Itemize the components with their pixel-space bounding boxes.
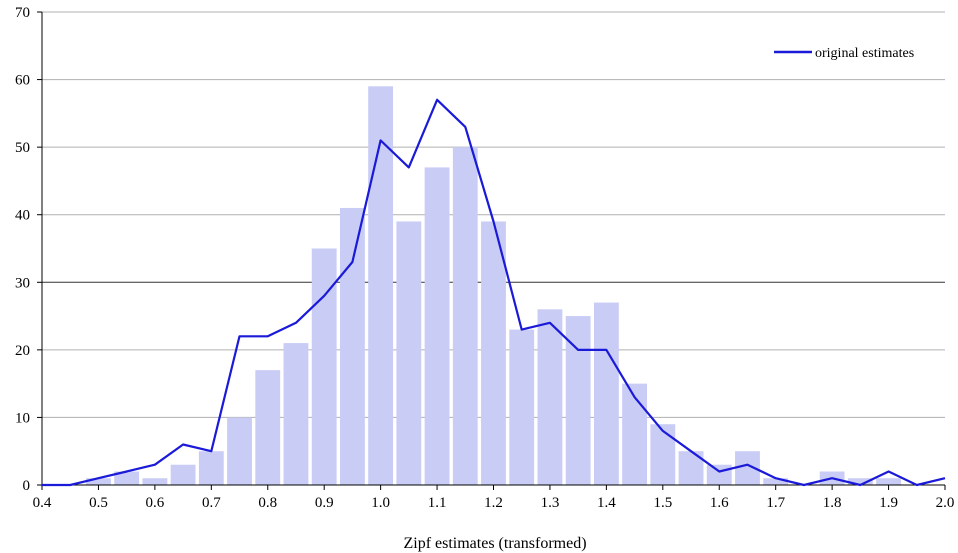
legend-label: original estimates xyxy=(815,46,914,61)
y-tick-label: 40 xyxy=(15,208,30,224)
histogram-bar xyxy=(114,471,140,485)
x-tick-label: 1.9 xyxy=(879,495,898,511)
y-tick-label: 60 xyxy=(15,73,30,89)
histogram-bar xyxy=(537,309,563,485)
y-tick-label: 50 xyxy=(15,140,30,156)
x-tick-label: 1.2 xyxy=(484,495,503,511)
x-tick-label: 0.8 xyxy=(258,495,277,511)
x-tick-label: 1.6 xyxy=(710,495,729,511)
histogram-bar xyxy=(876,478,901,485)
original-estimates-line xyxy=(42,98,946,487)
x-axis-title: Zipf estimates (transformed) xyxy=(403,535,586,552)
y-tick-label: 20 xyxy=(15,343,30,359)
histogram-bar xyxy=(452,147,478,485)
x-tick-label: 0.6 xyxy=(146,495,165,511)
legend: original estimates xyxy=(774,46,914,61)
histogram-bar xyxy=(368,86,394,485)
x-tick-label: 0.7 xyxy=(202,495,221,511)
x-tick-label: 1.3 xyxy=(541,495,560,511)
x-tick-label: 1.4 xyxy=(597,495,616,511)
y-tick-label: 0 xyxy=(23,478,31,494)
x-tick-label: 1.1 xyxy=(428,495,447,511)
y-tick-label: 70 xyxy=(15,5,30,21)
histogram-bar xyxy=(847,478,873,485)
x-tick-label: 2.0 xyxy=(936,495,955,511)
histogram-bar xyxy=(170,464,196,485)
histogram-bar xyxy=(622,383,648,485)
histogram-bar xyxy=(198,451,224,485)
histogram-bar xyxy=(763,478,789,485)
histogram-bar xyxy=(227,417,252,485)
histogram-bar xyxy=(593,302,619,485)
histogram-bar xyxy=(283,343,309,485)
x-tick-label: 0.9 xyxy=(315,495,334,511)
x-tick-label: 1.7 xyxy=(766,495,785,511)
histogram-bar xyxy=(565,316,591,485)
histogram-bar xyxy=(650,424,676,485)
y-tick-label: 30 xyxy=(15,275,30,291)
x-tick-label: 1.8 xyxy=(823,495,842,511)
histogram-bar xyxy=(706,464,732,485)
x-tick-label: 0.4 xyxy=(33,495,52,511)
axes xyxy=(37,11,946,490)
histogram-bar xyxy=(311,248,337,485)
histogram-bars xyxy=(86,86,901,485)
original-estimates-line-layer xyxy=(42,98,946,487)
histogram-bar xyxy=(339,207,365,485)
histogram-bar xyxy=(255,370,281,485)
histogram-bar xyxy=(509,329,535,485)
histogram-bar xyxy=(481,221,506,485)
histogram-bar xyxy=(424,167,450,485)
tick-labels: 0.4 0.5 0.6 0.7 0.8 0.9 1.0 1.1 1.2 1.3 1.4 1.5 1.6 1… xyxy=(15,5,954,511)
x-tick-label: 0.5 xyxy=(89,495,108,511)
histogram-bar xyxy=(396,221,422,485)
histogram-bar xyxy=(142,478,168,485)
histogram-bar xyxy=(86,478,111,485)
y-tick-label: 10 xyxy=(15,410,30,426)
x-tick-label: 1.5 xyxy=(653,495,672,511)
x-tick-label: 1.0 xyxy=(371,495,390,511)
